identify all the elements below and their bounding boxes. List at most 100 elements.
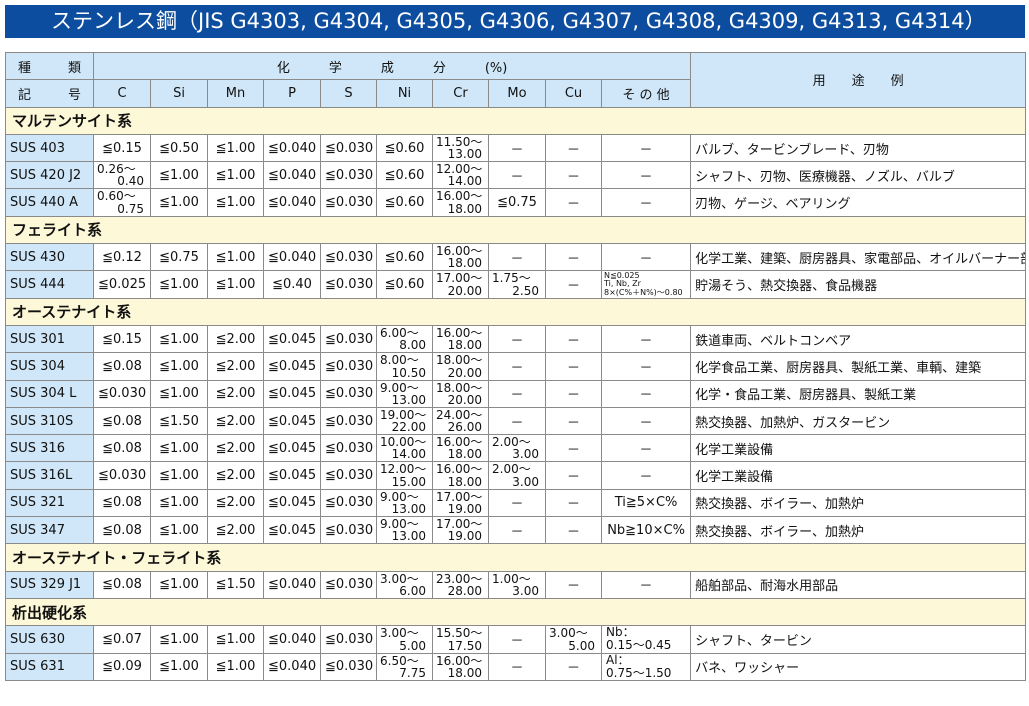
value-cell: ≦0.15: [93, 133, 151, 163]
range-cell: 6.50～ 7.75: [376, 652, 433, 681]
range-min: 24.00～: [436, 407, 483, 422]
value-cell: －: [488, 161, 546, 190]
range-cell: 16.00～ 18.00: [432, 461, 489, 490]
group-row: オーステナイト系: [4, 297, 1027, 326]
range-cell: 16.00～ 18.00: [432, 188, 489, 217]
range-cell: 3.00～ 5.00: [545, 625, 602, 654]
value-cell: －: [600, 324, 692, 354]
range-min: 15.50～: [436, 626, 483, 641]
value-cell: ≦1.00: [150, 461, 208, 490]
value-cell: －: [600, 161, 692, 190]
value-cell: ≦0.15: [93, 324, 151, 354]
range-cell: 8.00～ 10.50: [376, 352, 433, 381]
grade-cell: SUS 301: [5, 324, 94, 354]
value-cell: ≦0.08: [93, 488, 151, 518]
range-min: 6.50～: [380, 653, 419, 668]
table-row: SUS 329 J1 ≦0.08 ≦1.00 ≦1.50 ≦0.040 ≦0.030 3.0…: [5, 570, 1027, 599]
grade-cell: SUS 420 J2: [5, 161, 94, 190]
value-cell: ≦0.045: [263, 488, 321, 518]
value-cell: －: [545, 188, 602, 217]
range-max: 20.00: [447, 365, 482, 380]
value-cell: －: [545, 324, 602, 354]
range-min: 18.00～: [436, 380, 483, 395]
other-elements-cell: Nb： 0.15～0.45: [600, 625, 692, 654]
symbol-label-2: 号: [67, 87, 81, 103]
column-header: S: [320, 79, 377, 108]
value-cell: －: [545, 406, 602, 436]
range-min: 0.26～: [97, 162, 136, 177]
table-row: SUS 430 ≦0.12 ≦0.75 ≦1.00 ≦0.040 ≦0.030 ≦0.60 1…: [5, 243, 1027, 272]
grade-cell: SUS 304: [5, 352, 94, 381]
usage-cell: 刃物、ゲージ、ベアリング: [690, 188, 1027, 217]
value-cell: ≦0.030: [320, 352, 377, 381]
range-max: 18.00: [447, 256, 482, 271]
range-min: 18.00～: [436, 353, 483, 368]
usage-cell: 化学食品工業、厨房器具、製紙工業、車輌、建築: [690, 352, 1027, 381]
value-cell: ≦1.00: [150, 324, 208, 354]
range-min: 3.00～: [380, 626, 419, 641]
value-cell: ≦0.045: [263, 516, 321, 545]
column-header: Mn: [207, 79, 264, 108]
usage-cell: 鉄道車両、ベルトコンベア: [690, 324, 1027, 354]
range-max: 28.00: [447, 583, 482, 598]
range-max: 13.00: [391, 529, 426, 544]
value-cell: －: [600, 188, 692, 217]
value-cell: －: [545, 434, 602, 463]
range-cell: 11.50～ 13.00: [432, 133, 489, 163]
value-cell: －: [600, 379, 692, 408]
usage-cell: 熱交換器、ボイラー、加熱炉: [690, 516, 1027, 545]
range-max: 19.00: [447, 502, 482, 517]
column-header: Cu: [545, 79, 602, 108]
group-name: フェライト系: [4, 215, 1027, 245]
usage-cell: 貯湯そう、熱交換器、食品機器: [690, 270, 1027, 299]
value-cell: ≦0.045: [263, 461, 321, 490]
range-min: 1.00～: [492, 571, 531, 586]
range-min: 8.00～: [380, 353, 419, 368]
other-line: 0.75～1.50: [606, 665, 672, 680]
symbol-header: 記号: [5, 79, 94, 108]
value-cell: ≦0.040: [263, 243, 321, 272]
value-cell: －: [545, 570, 602, 599]
range-cell: 2.00～ 3.00: [488, 461, 546, 490]
range-min: 3.00～: [380, 571, 419, 586]
value-cell: ≦2.00: [207, 516, 264, 545]
value-cell: ≦1.00: [150, 625, 208, 654]
value-cell: －: [600, 461, 692, 490]
table-row: SUS 403 ≦0.15 ≦0.50 ≦1.00 ≦0.040 ≦0.030 ≦0.60 1…: [5, 133, 1027, 163]
column-header: Si: [150, 79, 208, 108]
value-cell: －: [488, 516, 546, 545]
range-min: 9.00～: [380, 517, 419, 532]
value-cell: －: [545, 488, 602, 518]
value-cell: －: [600, 133, 692, 163]
grade-cell: SUS 304 L: [5, 379, 94, 408]
value-cell: ≦1.00: [207, 188, 264, 217]
range-max: 18.00: [447, 338, 482, 353]
value-cell: －: [545, 461, 602, 490]
value-cell: ≦0.030: [320, 516, 377, 545]
value-cell: ≦0.040: [263, 133, 321, 163]
range-min: 9.00～: [380, 380, 419, 395]
range-cell: 10.00～ 14.00: [376, 434, 433, 463]
range-min: 16.00～: [436, 189, 483, 204]
value-cell: ≦0.030: [320, 488, 377, 518]
range-cell: 15.50～ 17.50: [432, 625, 489, 654]
value-cell: ≦2.00: [207, 406, 264, 436]
value-cell: －: [545, 161, 602, 190]
range-max: 5.00: [399, 638, 426, 653]
value-cell: ≦0.030: [93, 379, 151, 408]
column-header: Ni: [376, 79, 433, 108]
value-cell: －: [488, 488, 546, 518]
table-row: SUS 301 ≦0.15 ≦1.00 ≦2.00 ≦0.045 ≦0.030 6.00～ 8…: [5, 324, 1027, 354]
group-name: オーステナイト系: [4, 297, 1027, 326]
value-cell: ≦1.00: [150, 270, 208, 299]
value-cell: ≦0.60: [376, 188, 433, 217]
value-cell: ≦0.030: [320, 133, 377, 163]
usage-cell: シャフト、刃物、医療機器、ノズル、バルブ: [690, 161, 1027, 190]
value-cell: ≦2.00: [207, 324, 264, 354]
range-max: 19.00: [447, 529, 482, 544]
value-cell: －: [488, 379, 546, 408]
value-cell: ≦0.60: [376, 270, 433, 299]
header-row-1: 種類 化 学 成 分 (%) 用 途 例: [5, 51, 1027, 108]
grade-cell: SUS 630: [5, 625, 94, 654]
table-row: SUS 304 L ≦0.030 ≦1.00 ≦2.00 ≦0.045 ≦0.030 9.0…: [5, 379, 1027, 408]
